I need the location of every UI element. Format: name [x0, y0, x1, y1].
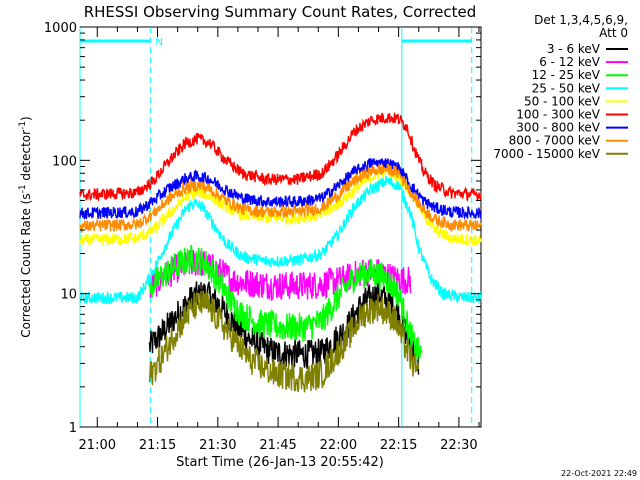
legend-label: 25 - 50 keV	[532, 81, 601, 95]
legend-label: 3 - 6 keV	[547, 42, 601, 56]
y-axis: 1 10 100 1000	[44, 21, 481, 436]
series-lines	[79, 112, 482, 393]
series-line	[79, 176, 482, 305]
y-tick-label: 100	[52, 154, 77, 169]
legend-label: 100 - 300 keV	[516, 108, 600, 122]
y-label-exponent: -1	[18, 184, 28, 193]
y-label-part: )	[19, 116, 33, 121]
x-tick-label: 21:15	[139, 438, 176, 453]
series-line	[148, 244, 424, 361]
timestamp: 22-Oct-2021 22:49	[561, 469, 637, 478]
y-label-part: detector	[19, 130, 33, 185]
x-tick-label: 21:00	[79, 438, 116, 453]
x-tick-label: 21:45	[259, 438, 296, 453]
series-line	[148, 249, 412, 302]
legend-header-line: Att 0	[599, 26, 628, 40]
legend-label: 6 - 12 keV	[539, 55, 601, 69]
series-line	[79, 112, 482, 203]
chart-title: RHESSI Observing Summary Count Rates, Co…	[84, 3, 477, 21]
legend-label: 7000 - 15000 keV	[493, 147, 600, 161]
x-axis-label: Start Time (26-Jan-13 20:55:42)	[176, 455, 384, 470]
x-tick-label: 22:30	[440, 438, 477, 453]
x-tick-label: 21:30	[199, 438, 236, 453]
legend-label: 12 - 25 keV	[532, 68, 601, 82]
legend-label: 50 - 100 keV	[524, 94, 601, 108]
series-line	[79, 163, 482, 234]
series-line	[148, 290, 420, 393]
y-tick-label: 1	[69, 421, 77, 436]
legend-label: 800 - 7000 keV	[509, 134, 601, 148]
y-tick-label: 10	[60, 288, 77, 303]
legend-label: 300 - 800 keV	[516, 121, 600, 135]
y-axis-label: Corrected Count Rate (s-1 detector-1)	[18, 116, 33, 337]
x-tick-label: 22:00	[320, 438, 357, 453]
night-flag-label: N	[155, 37, 162, 48]
x-tick-label: 22:15	[380, 438, 417, 453]
y-label-part: Corrected Count Rate (s	[19, 193, 33, 337]
y-tick-label: 1000	[44, 21, 77, 36]
legend-header-line: Det 1,3,4,5,6,9,	[534, 13, 628, 27]
series-line	[79, 158, 482, 221]
y-label-exponent: -1	[18, 121, 28, 130]
x-axis: 21:00 21:15 21:30 21:45 22:00 22:15 22:30	[79, 27, 480, 453]
